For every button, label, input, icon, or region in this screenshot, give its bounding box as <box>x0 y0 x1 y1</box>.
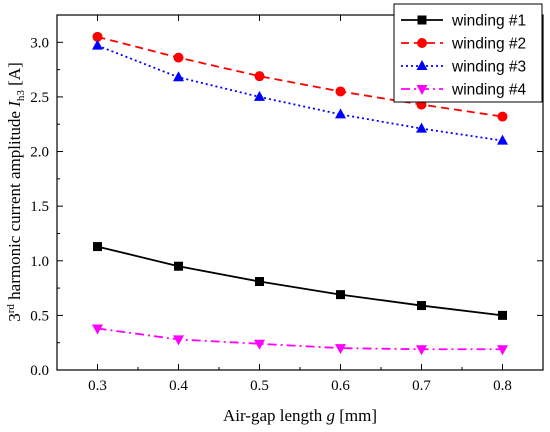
x-tick-label: 0.6 <box>331 378 350 394</box>
legend-marker <box>417 15 427 25</box>
data-point <box>173 335 184 346</box>
data-point <box>92 324 103 335</box>
y-tick-label: 2.0 <box>30 145 49 161</box>
data-point <box>497 345 508 356</box>
data-point <box>173 71 184 82</box>
data-point <box>336 290 345 300</box>
data-point <box>254 339 265 350</box>
series-3 <box>92 39 508 145</box>
data-point <box>335 108 346 119</box>
legend-item: winding #2 <box>401 36 526 53</box>
data-point <box>93 242 102 252</box>
data-point <box>335 86 346 97</box>
x-axis-title-post: [mm] <box>335 406 377 425</box>
y-tick-label: 0.5 <box>30 308 49 324</box>
legend-marker <box>417 38 427 48</box>
x-tick-label: 0.4 <box>169 378 188 394</box>
series-line <box>97 35 503 118</box>
y-tick-label: 1.0 <box>30 254 49 270</box>
data-point <box>335 344 346 355</box>
series-1 <box>93 242 507 320</box>
legend: winding #1 winding #2 winding #3 winding #4 <box>393 3 543 103</box>
data-point <box>417 301 426 311</box>
data-point <box>92 31 103 42</box>
series-line <box>97 245 503 317</box>
y-tick-label: 0.0 <box>30 363 49 379</box>
y-axis-title-sub: h3 <box>15 90 27 102</box>
legend-item: winding #3 <box>401 59 526 76</box>
data-point <box>254 90 265 101</box>
x-axis-title: Air-gap length g [mm] <box>223 406 377 425</box>
data-point <box>497 111 508 122</box>
data-point <box>497 134 508 145</box>
y-axis-title: 3rd harmonic current amplitude Ih3 [A] <box>5 62 27 322</box>
x-tick-label: 0.5 <box>250 378 269 394</box>
y-tick-label: 1.5 <box>30 199 49 215</box>
x-tick-label: 0.3 <box>88 378 107 394</box>
legend-item: winding #1 <box>401 13 526 30</box>
data-point <box>416 122 427 133</box>
legend-label: winding #4 <box>451 82 526 99</box>
legend-label: winding #2 <box>451 36 526 53</box>
y-axis-title-var: I <box>5 100 24 108</box>
series-line <box>97 44 503 142</box>
y-axis-title-unit: [A] <box>5 62 24 90</box>
y-axis-title-mid: harmonic current amplitude <box>5 107 24 304</box>
data-point <box>498 310 507 320</box>
data-point <box>174 261 183 271</box>
legend-marker <box>416 60 428 70</box>
legend-label: winding #3 <box>451 59 526 76</box>
data-point <box>254 71 265 82</box>
legend-marker <box>416 85 428 95</box>
y-axis-title-num: 3 <box>5 313 24 322</box>
data-point <box>173 52 184 63</box>
y-tick-label: 3.0 <box>30 35 49 51</box>
series-layer <box>92 31 508 356</box>
legend-item: winding #4 <box>401 82 526 99</box>
axis-ticks: 0.3 0.4 0.5 0.6 0.7 0.8 0.0 0.5 1.0 1.5 2.0 2.5 3.0 <box>30 15 543 394</box>
legend-label: winding #1 <box>451 13 526 30</box>
series-4 <box>92 324 508 356</box>
data-point <box>416 345 427 356</box>
x-axis-title-pre: Air-gap length <box>223 406 327 425</box>
series-line <box>97 327 503 351</box>
x-tick-label: 0.8 <box>493 378 512 394</box>
y-axis-title-sup: rd <box>5 304 17 314</box>
data-point <box>92 39 103 50</box>
data-point <box>255 277 264 287</box>
y-tick-label: 2.5 <box>30 90 49 106</box>
x-axis-title-var: g <box>327 406 336 425</box>
x-tick-label: 0.7 <box>412 378 431 394</box>
